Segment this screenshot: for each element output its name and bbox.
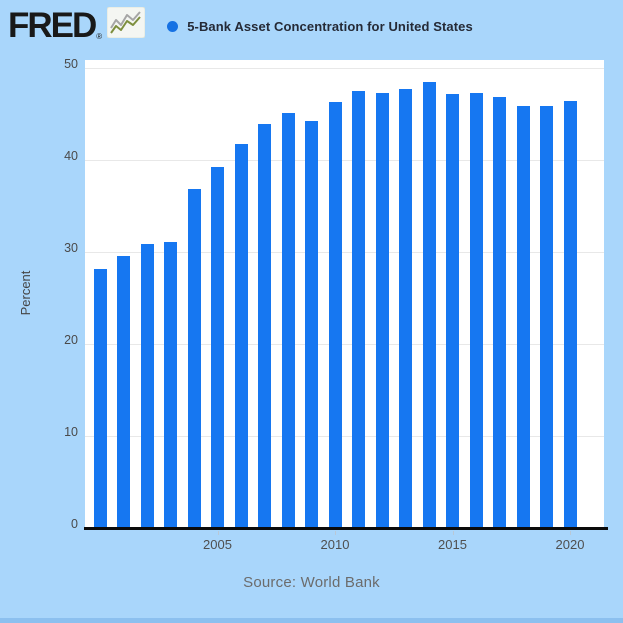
bar-2012 [375,92,389,529]
fred-sparkline-icon [106,6,146,43]
registered-trademark: ® [96,32,103,41]
bar-2004 [187,188,201,529]
x-tick-2015: 2015 [438,537,467,552]
bar-2005 [211,166,224,529]
x-axis-tick-labels: 2005 2010 2015 2020 [85,529,610,555]
x-tick-2005: 2005 [203,537,232,552]
bottom-strip [0,618,623,623]
y-tick-30: 30 [64,241,78,255]
bar-2019 [540,105,553,529]
chart-header: FRED ® 5-Bank Asset Concentration for Un… [8,4,615,48]
fred-logo-text: FRED [8,6,97,45]
bar-2002 [140,243,154,529]
x-tickmark-2020 [570,531,571,535]
gridline-10 [85,436,604,437]
x-tickmark-2010 [335,531,336,535]
bar-2018 [516,105,530,529]
gridline-50 [85,68,604,69]
y-axis-tick-labels: 0 10 20 30 40 50 [0,57,78,531]
source-note: Source: World Bank [243,574,380,591]
x-tickmark-2005 [217,531,219,535]
bar-2015 [446,93,459,529]
bar-2020 [563,101,577,529]
bar-2016 [469,92,483,529]
gridline-40 [85,160,604,161]
bar-2008 [281,113,295,529]
bar-2009 [305,120,318,529]
bar-2007 [258,124,271,529]
bar-2003 [164,241,177,529]
bar-2013 [399,89,412,529]
bar-2000 [93,268,107,529]
gridline-20 [85,344,604,345]
series-legend-dot-icon [167,20,179,32]
x-tick-2020: 2020 [555,537,585,552]
y-tick-40: 40 [64,149,78,163]
bar-2014 [422,81,436,529]
series-title[interactable]: 5-Bank Asset Concentration for United St… [187,18,473,34]
x-tick-2010: 2010 [320,537,350,552]
y-tick-10: 10 [64,425,78,439]
gridline-30 [85,252,604,253]
bar-2017 [493,96,506,529]
x-tickmark-2015 [452,531,454,535]
bar-2006 [234,144,248,529]
x-axis-line [84,527,608,530]
bar-2010 [328,102,342,529]
y-tick-20: 20 [64,333,78,347]
y-tick-0: 0 [71,517,78,531]
y-tick-50: 50 [64,57,78,71]
fred-logo[interactable]: FRED ® [8,6,146,45]
plot-area [85,60,604,529]
bar-2011 [352,91,365,529]
bar-2001 [117,255,130,529]
y-axis-title: Percent [18,270,33,316]
